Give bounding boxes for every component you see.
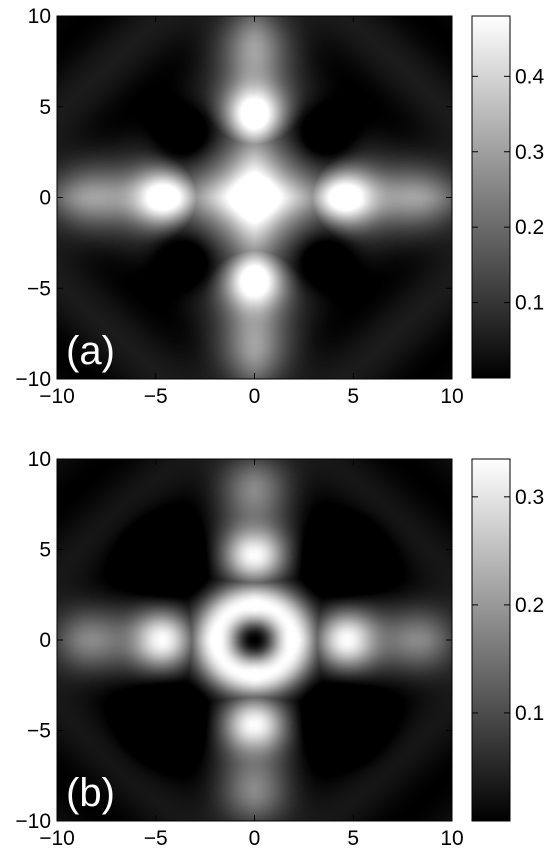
panel-a-colorbar-tick-label: 0.1: [515, 292, 544, 315]
panel-a-colorbar-ticks: 0.1 0.2 0.3 0.4: [472, 65, 545, 315]
panel-a-axis-ticks: −10 −5 0 5 10 10 5 0 −5 −10: [15, 5, 463, 408]
panel-a-y-tick-label: 5: [39, 96, 51, 119]
panel-a-y-tick-label: −5: [27, 277, 51, 300]
panel-b-y-tick-label: 5: [39, 539, 51, 562]
panel-a-x-tick-label: 5: [347, 385, 359, 408]
panel-a-colorbar: [471, 15, 511, 379]
panel-a-y-tick-label: 0: [39, 187, 51, 210]
panel-a-heatmap: [57, 16, 452, 379]
panel-b-heatmap: [57, 459, 452, 821]
panel-b-axis-ticks: −10 −5 0 5 10 10 5 0 −5 −10: [15, 448, 463, 850]
panel-b-y-tick-label: −10: [15, 810, 51, 833]
panel-a-x-tick-label: 10: [440, 385, 463, 408]
panel-b-y-tick-label: −5: [27, 720, 51, 743]
panel-a-x-tick-label: −5: [144, 385, 168, 408]
panel-b-colorbar: [471, 458, 511, 822]
panel-b: (b) −10 −5 0 5 10 10 5 0 −5 −10 0.1 0.2 0.3: [15, 448, 544, 850]
panel-b-colorbar-tick-label: 0.2: [515, 594, 544, 617]
panel-a-x-tick-label: 0: [249, 385, 261, 408]
panel-b-y-tick-label: 10: [28, 448, 51, 471]
panel-b-x-tick-label: −5: [144, 827, 168, 850]
panel-b-x-tick-label: 10: [440, 827, 463, 850]
panel-a-label: (a): [66, 329, 115, 373]
panel-a-colorbar-tick-label: 0.2: [515, 216, 544, 239]
panel-a-y-tick-label: 10: [28, 5, 51, 28]
panel-b-label: (b): [66, 771, 115, 815]
panel-a-y-tick-label: −10: [15, 368, 51, 391]
panel-a-x-tick-label: −10: [39, 385, 75, 408]
panel-a: (a) −10 −5 0 5 10 10 5 0 −5 −10 0.1 0.2 0.3 0.4: [15, 5, 544, 408]
panel-a-colorbar-tick-label: 0.4: [515, 65, 545, 88]
panel-b-y-tick-label: 0: [39, 629, 51, 652]
panel-b-x-tick-label: 5: [347, 827, 359, 850]
panel-b-x-tick-label: 0: [249, 827, 261, 850]
panel-a-colorbar-tick-label: 0.3: [515, 141, 544, 164]
panel-b-colorbar-tick-label: 0.3: [515, 486, 544, 509]
panel-b-colorbar-ticks: 0.1 0.2 0.3: [472, 486, 544, 725]
panel-a-heatmap-wrap: [57, 16, 452, 379]
panel-b-heatmap-wrap: [57, 459, 452, 821]
panel-b-colorbar-tick-label: 0.1: [515, 702, 544, 725]
panel-b-x-tick-label: −10: [39, 827, 75, 850]
